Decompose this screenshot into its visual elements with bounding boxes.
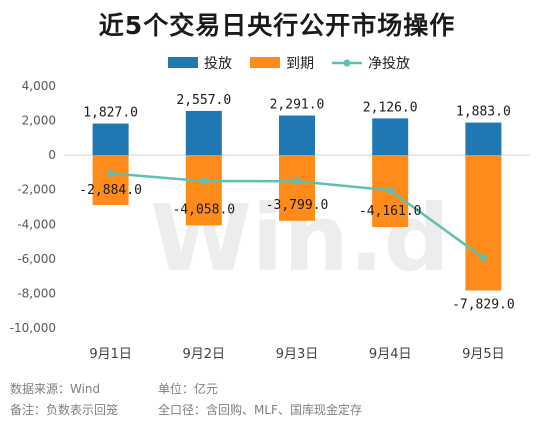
inflow-bar [279,115,315,156]
x-tick-label: 9月5日 [462,347,505,362]
net-line-point [386,186,394,194]
y-tick-label: -4,000 [17,217,56,231]
inflow-bar [372,118,409,156]
outflow-data-label: -7,829.0 [452,297,515,312]
net-line-point [107,169,115,177]
y-tick-label: 4,000 [22,79,56,93]
net-line-point [293,177,301,185]
legend-outflow: 到期 [250,56,314,72]
outflow-data-label: -2,884.0 [79,183,142,198]
footnote-note: 备注：负数表示回笼 [10,403,119,417]
outflow-bar [185,155,222,226]
y-tick-label: 2,000 [22,114,56,128]
net-line-point [479,254,487,262]
y-tick-label: 0 [48,148,56,162]
outflow-data-label: -3,799.0 [266,198,329,213]
footnote-unit: 单位：亿元 [158,382,219,396]
outflow-bar [465,155,502,291]
legend-net: 净投放 [332,56,410,72]
footnote-source: 数据来源：Wind [10,382,101,396]
x-tick-label: 9月3日 [276,347,319,362]
legend-swatch [168,57,198,68]
footnote-scope: 全口径：含回购、MLF、国库现金定存 [158,403,362,417]
y-tick-label: -8,000 [17,286,56,300]
outflow-bar [92,155,129,205]
inflow-data-label: 1,883.0 [456,105,511,120]
x-tick-label: 9月2日 [183,347,226,362]
inflow-data-label: 2,291.0 [270,98,325,113]
legend-swatch [250,57,280,68]
x-tick-label: 9月1日 [89,347,132,362]
net-line-point [200,177,208,185]
x-tick-label: 9月4日 [369,347,412,362]
y-tick-label: -10,000 [10,321,56,335]
inflow-bar [92,123,129,156]
chart-title: 近5个交易日央行公开市场操作 [98,11,456,40]
legend-marker [343,59,351,67]
inflow-bar [465,122,502,156]
inflow-data-label: 2,126.0 [363,100,418,115]
inflow-bar [185,110,222,156]
inflow-data-label: 2,557.0 [176,93,231,108]
legend-inflow: 投放 [168,56,232,72]
legend-label: 投放 [204,56,232,72]
outflow-data-label: -4,161.0 [359,204,422,219]
y-tick-label: -2,000 [17,183,56,197]
outflow-bar [279,155,315,221]
legend-label: 到期 [286,56,314,72]
y-tick-label: -6,000 [17,252,56,266]
legend-label: 净投放 [368,56,410,72]
inflow-data-label: 1,827.0 [83,106,138,121]
outflow-data-label: -4,058.0 [172,202,235,217]
